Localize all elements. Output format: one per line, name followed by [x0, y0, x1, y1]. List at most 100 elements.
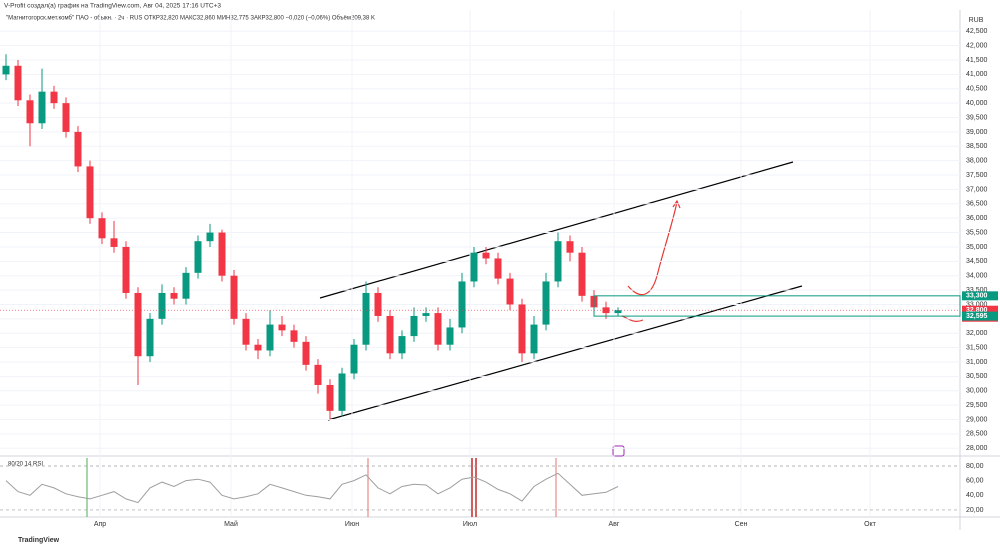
candle-body	[506, 278, 514, 305]
y-tick-label: 36,000	[966, 215, 988, 222]
candle-body	[458, 281, 466, 328]
candle-body	[578, 252, 586, 296]
y-tick-label: 33,000	[966, 301, 988, 308]
y-tick-label: 36,500	[966, 201, 988, 208]
candle-body	[242, 318, 250, 345]
candle-body	[266, 324, 274, 351]
y-tick-label: 28,500	[966, 431, 988, 438]
candle-body	[530, 324, 538, 354]
candle-body	[14, 65, 22, 101]
y-tick-label: 34,500	[966, 258, 988, 265]
rsi-line	[5, 472, 619, 504]
candle-body	[398, 336, 406, 354]
symbol-legend: "Магнитогорск.мет.комб" ПАО - обыкн. · 2…	[6, 16, 375, 22]
candle-body	[326, 384, 334, 411]
candle-body	[74, 131, 82, 167]
y-tick-label: 41,500	[966, 57, 988, 64]
y-tick-label: 40,500	[966, 86, 988, 93]
candle-body	[62, 103, 70, 132]
y-tick-label: 29,000	[966, 416, 988, 423]
forecast-arrow-up	[627, 201, 678, 296]
y-tick-label: 42,000	[966, 42, 988, 49]
y-tick-label: 30,500	[966, 373, 988, 380]
x-tick-label: Сен	[735, 521, 748, 528]
candle-body	[566, 241, 574, 253]
candle-body	[518, 304, 526, 354]
candle-body	[470, 252, 478, 282]
y-tick-label: 39,000	[966, 129, 988, 136]
chart-title: V-Profit создал(а) график на TradingView…	[4, 3, 221, 10]
price-label: 32,800	[966, 307, 988, 314]
event-icon[interactable]	[612, 445, 625, 457]
y-tick-label: 39,500	[966, 114, 988, 121]
candle-body	[254, 344, 262, 351]
candle-body	[482, 252, 490, 259]
y-tick-label: 38,000	[966, 158, 988, 165]
candle-body	[446, 327, 454, 345]
y-tick-label: 34,000	[966, 273, 988, 280]
candle-body	[614, 310, 622, 314]
candle-body	[434, 313, 442, 345]
y-tick-label: 37,500	[966, 172, 988, 179]
y-tick-label: 28,000	[966, 445, 988, 452]
candle-body	[218, 232, 226, 276]
y-tick-label: 41,000	[966, 71, 988, 78]
arrowhead	[672, 199, 681, 209]
candle-body	[170, 292, 178, 299]
x-tick-label: Май	[224, 520, 238, 528]
candle-body	[206, 232, 214, 242]
y-tick-label: 42,500	[966, 28, 988, 35]
rsi-pane: 80,00 60,00 40,00 20,00	[0, 463, 984, 514]
candle-body	[38, 91, 46, 124]
zone	[593, 295, 961, 317]
y-tick-label: 35,000	[966, 244, 988, 251]
price-pane: 28,000 28,500 29,000 29,500 30,000 30,500 31,0…	[0, 10, 998, 528]
y-tick-label: 20,00	[966, 507, 984, 514]
y-tick-label: 80,00	[966, 463, 984, 470]
candle-body	[146, 318, 154, 357]
y-tick-label: 33,500	[966, 287, 988, 294]
candle-body	[314, 364, 322, 385]
candle-body	[122, 246, 130, 293]
y-tick-label: 35,500	[966, 229, 988, 236]
candle-body	[194, 241, 202, 273]
forecast-arrow-down	[621, 315, 644, 322]
candle-body	[26, 100, 34, 124]
candle-body	[134, 292, 142, 357]
y-tick-label: 40,00	[966, 492, 984, 499]
y-tick-label: 40,000	[966, 100, 988, 107]
channel-lower	[327, 285, 803, 421]
candle-body	[86, 166, 94, 219]
candle-body	[338, 373, 346, 411]
candle-body	[386, 315, 394, 354]
y-tick-label: 38,500	[966, 143, 988, 150]
candle-body	[278, 324, 286, 331]
candle-body	[230, 275, 238, 319]
y-tick-label: 31,500	[966, 344, 988, 351]
x-tick-label: Июл	[463, 521, 477, 528]
candle-body	[542, 281, 550, 325]
x-tick-label: Окт	[864, 521, 877, 528]
y-tick-label: 60,00	[966, 477, 984, 484]
candle-body	[554, 241, 562, 282]
candle-body	[422, 313, 430, 316]
price-label: 32,595	[966, 313, 988, 320]
y-tick-label: 32,000	[966, 330, 988, 337]
x-tick-label: Апр	[94, 521, 106, 528]
x-tick-label: Июн	[345, 521, 359, 528]
candle-body	[2, 65, 10, 75]
candle-body	[374, 292, 382, 316]
price-label-box	[962, 311, 998, 321]
y-tick-label: 37,000	[966, 186, 988, 193]
candle-body	[158, 292, 166, 319]
candle-body	[98, 218, 106, 239]
rsi-title: 80/20 14 RSI	[8, 462, 43, 468]
candle-body	[410, 315, 418, 337]
candle-body	[182, 272, 190, 299]
price-label-box	[962, 291, 998, 301]
currency: RUB	[969, 17, 984, 24]
candle-body	[290, 330, 298, 342]
price-label: 33,300	[966, 293, 988, 300]
candle-body	[302, 341, 310, 365]
